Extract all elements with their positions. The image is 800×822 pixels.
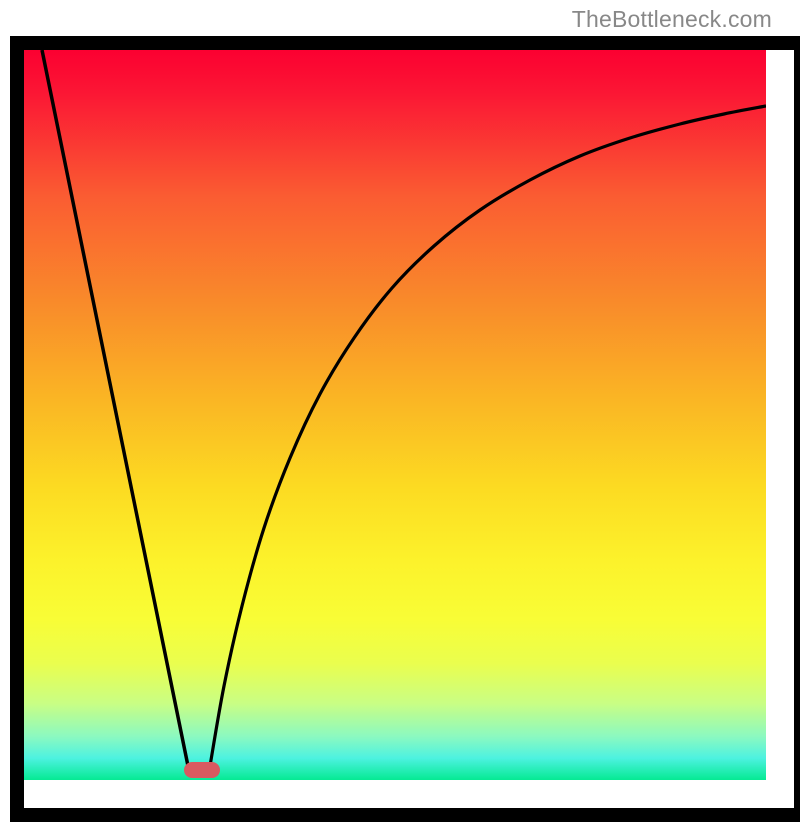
chart-plot-area xyxy=(24,50,766,780)
chart-background xyxy=(24,50,766,780)
chart-svg xyxy=(24,50,766,780)
minimum-marker xyxy=(184,762,220,778)
watermark-text: TheBottleneck.com xyxy=(572,6,772,33)
